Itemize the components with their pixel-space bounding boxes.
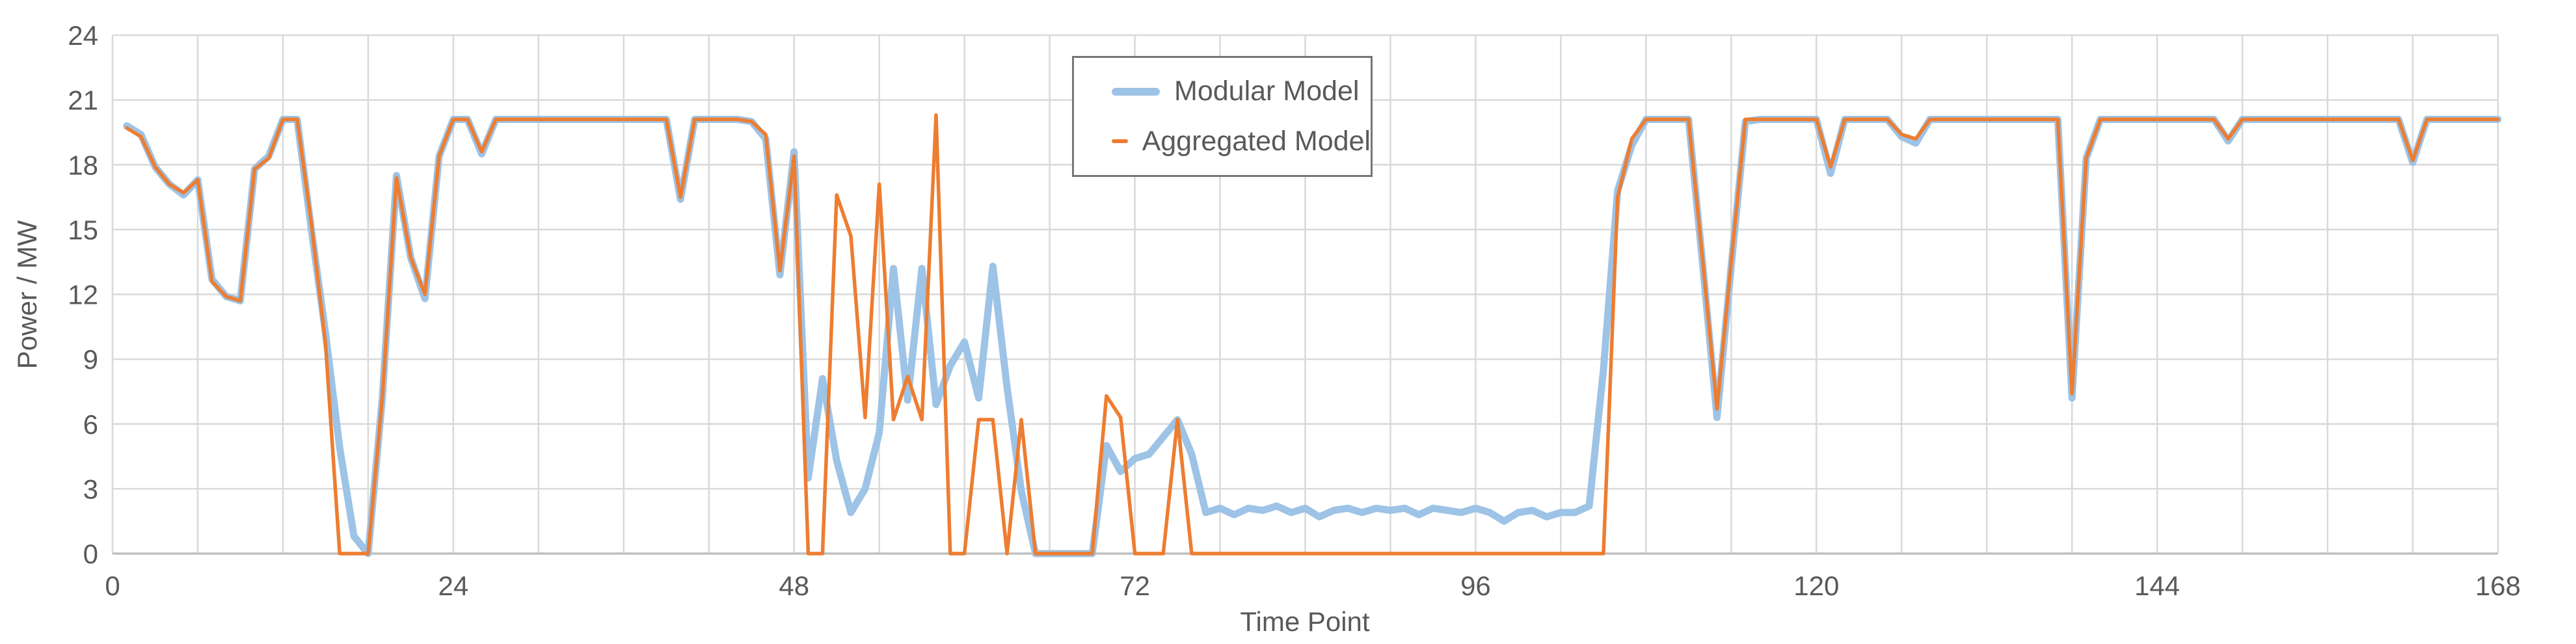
y-tick-label: 9 (83, 344, 98, 375)
legend: Modular Model Aggregated Model (1072, 56, 1373, 177)
y-tick-label: 18 (68, 150, 98, 180)
y-tick-label: 24 (68, 20, 98, 51)
aggregated-model-line-swatch (1112, 139, 1128, 144)
x-tick-label: 72 (1120, 570, 1150, 601)
y-tick-label: 0 (83, 539, 98, 569)
y-tick-label: 15 (68, 215, 98, 245)
x-tick-label: 168 (2475, 570, 2521, 601)
legend-label: Modular Model (1174, 75, 1360, 107)
x-tick-label: 96 (1460, 570, 1491, 601)
y-tick-label: 21 (68, 85, 98, 116)
x-tick-label: 0 (105, 570, 120, 601)
legend-item-modular-model: Modular Model (1112, 75, 1371, 107)
x-tick-label: 24 (438, 570, 468, 601)
legend-label: Aggregated Model (1142, 125, 1371, 157)
y-tick-label: 6 (83, 409, 98, 440)
x-axis-title: Time Point (1240, 606, 1370, 637)
y-tick-label: 3 (83, 474, 98, 504)
aggregated-model-line (125, 113, 2500, 556)
y-axis-title: Power / MW (12, 220, 42, 369)
x-tick-label: 120 (1793, 570, 1839, 601)
modular-model-line-swatch (1112, 87, 1160, 96)
x-tick-label: 144 (2134, 570, 2180, 601)
x-tick-label: 48 (779, 570, 809, 601)
y-tick-label: 12 (68, 280, 98, 310)
legend-item-aggregated-model: Aggregated Model (1112, 126, 1371, 157)
